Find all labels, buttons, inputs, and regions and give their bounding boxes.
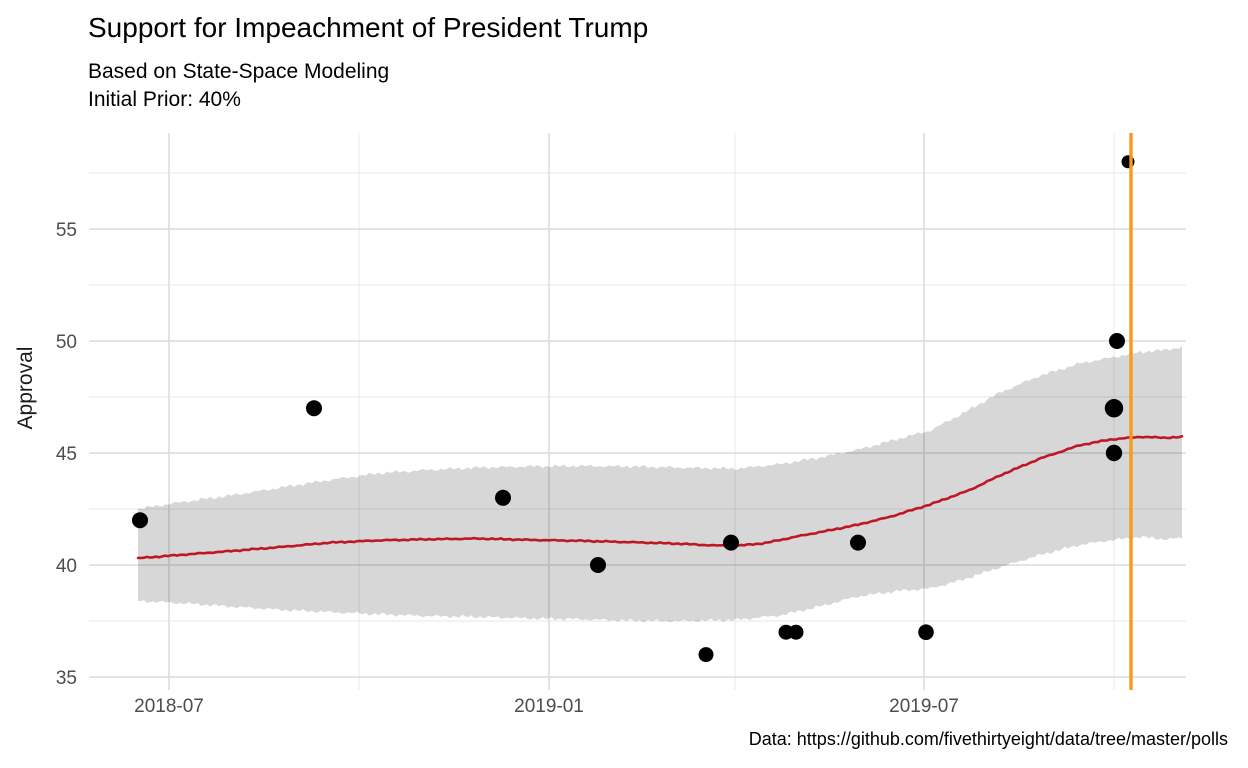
chart-caption: Data: https://github.com/fivethirtyeight… (748, 729, 1228, 749)
y-tick-label: 40 (56, 556, 77, 577)
x-tick-label: 2019-01 (514, 696, 584, 717)
poll-point (1105, 444, 1123, 462)
poll-point (306, 400, 322, 417)
poll-point (698, 647, 714, 663)
poll-point (590, 557, 606, 573)
confidence-ribbon (138, 346, 1182, 623)
poll-point (132, 512, 148, 529)
poll-point (850, 534, 866, 551)
chart-title: Support for Impeachment of President Tru… (88, 12, 649, 43)
poll-point (495, 489, 511, 506)
x-tick-label: 2019-07 (889, 696, 959, 717)
y-tick-label: 45 (56, 444, 77, 465)
y-tick-label: 55 (56, 220, 77, 241)
chart-subtitle: Based on State-Space Modeling (88, 60, 390, 83)
poll-point (918, 624, 934, 640)
x-tick-label: 2018-07 (134, 696, 204, 717)
chart-prior-note: Initial Prior: 40% (88, 88, 241, 111)
poll-point (723, 534, 739, 551)
y-tick-label: 35 (56, 668, 77, 689)
poll-point (1109, 333, 1125, 349)
y-tick-label: 50 (56, 332, 77, 353)
poll-point (788, 624, 804, 640)
poll-point (1104, 399, 1124, 418)
state-mean-line (136, 434, 1184, 560)
